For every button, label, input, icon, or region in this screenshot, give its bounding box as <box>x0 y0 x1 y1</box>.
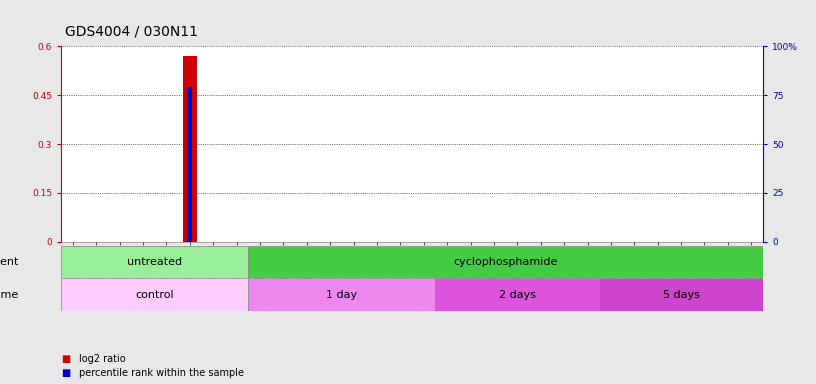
Bar <box>436 278 599 311</box>
Text: percentile rank within the sample: percentile rank within the sample <box>79 368 244 378</box>
Bar <box>248 278 436 311</box>
Text: untreated: untreated <box>127 257 182 267</box>
Text: ■: ■ <box>61 368 70 378</box>
Text: GDS4004 / 030N11: GDS4004 / 030N11 <box>65 25 198 38</box>
Bar <box>61 246 248 278</box>
Text: ■: ■ <box>61 354 70 364</box>
Text: agent: agent <box>0 257 19 267</box>
Bar <box>61 278 248 311</box>
Text: 5 days: 5 days <box>663 290 699 300</box>
Text: control: control <box>135 290 174 300</box>
Text: 2 days: 2 days <box>499 290 536 300</box>
Bar <box>599 278 763 311</box>
Text: log2 ratio: log2 ratio <box>79 354 126 364</box>
Bar <box>183 56 197 242</box>
Bar <box>188 87 193 242</box>
Text: time: time <box>0 290 19 300</box>
Bar <box>248 246 763 278</box>
Text: 1 day: 1 day <box>326 290 357 300</box>
Text: cyclophosphamide: cyclophosphamide <box>454 257 558 267</box>
